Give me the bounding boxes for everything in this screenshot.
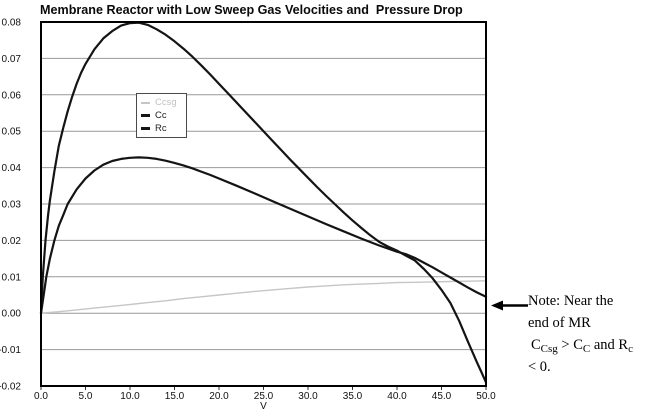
y-tick-label: 0.01	[2, 272, 22, 283]
legend-row-rc: Rc	[141, 122, 186, 135]
x-tick-label: 5.0	[79, 391, 93, 402]
note-subscript: Csg	[540, 343, 558, 355]
ccsg-line-marker-icon	[141, 101, 150, 104]
x-tick-label: 50.0	[476, 391, 496, 402]
x-tick-label: 35.0	[343, 391, 363, 402]
legend: Ccsg Cc Rc	[136, 93, 187, 138]
legend-label-ccsg: Ccsg	[155, 96, 177, 108]
curve-cc	[39, 156, 488, 315]
x-tick-label: 25.0	[254, 391, 274, 402]
y-tick-label: 0.02	[2, 236, 22, 247]
y-tick-label: -0.01	[0, 345, 21, 356]
rc-line-marker-icon	[141, 127, 150, 130]
x-tick-label: 20.0	[209, 391, 229, 402]
y-tick-label: 0.05	[2, 127, 22, 138]
curve-rc	[39, 21, 488, 384]
legend-label-rc: Rc	[155, 122, 167, 134]
left-arrow-icon	[490, 299, 530, 312]
note-text-run: and R	[590, 337, 629, 353]
y-tick-label: 0.00	[2, 309, 22, 320]
x-tick-label: 30.0	[298, 391, 318, 402]
note-line-2: end of MR	[528, 315, 591, 331]
curve-ccsg	[40, 280, 487, 314]
legend-label-cc: Cc	[155, 109, 167, 121]
note-subscript: C	[582, 343, 591, 355]
x-tick-label: 0.0	[34, 391, 48, 402]
note-subscript: c	[628, 343, 633, 355]
x-tick-label: 40.0	[387, 391, 407, 402]
note-text-run: > C	[557, 337, 583, 353]
plot-area: 0.08 0.07 0.06 0.05 0.04 0.03 0.02 0.01 0.00 -0.0…	[0, 18, 496, 413]
x-tick-label: 15.0	[165, 391, 185, 402]
x-tick-label: 45.0	[432, 391, 452, 402]
note-line-3: CCsg > CC and Rc	[528, 334, 660, 356]
annotation-note: Note: Near the end of MR CCsg > CC and R…	[528, 290, 660, 378]
y-tick-label: 0.08	[2, 18, 22, 29]
legend-row-ccsg: Ccsg	[141, 96, 186, 109]
note-line-1: Note: Near the	[528, 293, 614, 309]
y-tick-label: -0.02	[0, 382, 21, 393]
legend-row-cc: Cc	[141, 109, 186, 122]
y-tick-label: 0.06	[2, 90, 22, 101]
chart-title: Membrane Reactor with Low Sweep Gas Velo…	[40, 3, 463, 17]
x-tick-label: 10.0	[120, 391, 140, 402]
plot-border	[40, 21, 487, 387]
note-text-run: C	[531, 337, 541, 353]
cc-line-marker-icon	[141, 114, 150, 117]
note-line-4: < 0.	[528, 359, 551, 375]
y-tick-label: 0.03	[2, 200, 22, 211]
x-axis-label: V	[260, 401, 267, 412]
y-tick-label: 0.07	[2, 54, 22, 65]
y-tick-label: 0.04	[2, 163, 22, 174]
